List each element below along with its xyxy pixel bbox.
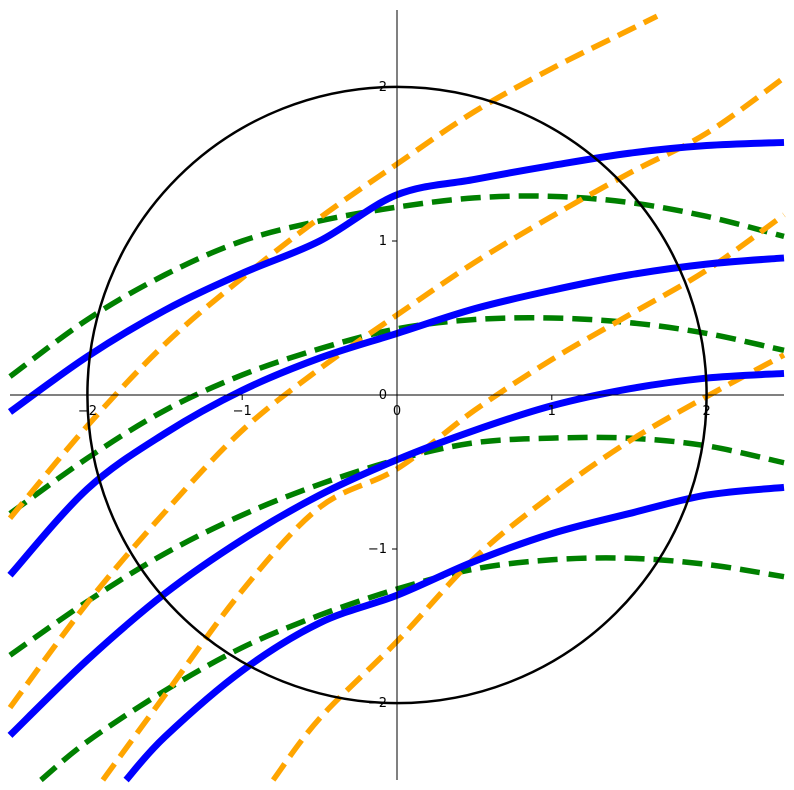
ticks-layer: −2 −1 0 1 2 −2 −1 0 1 2 — [78, 80, 711, 711]
orange-dashed-curve-9 — [7, 13, 659, 520]
x-tick-label: −1 — [233, 404, 252, 419]
x-tick-label: 2 — [702, 404, 710, 419]
orange-dashed-curve-10 — [7, 75, 786, 710]
green-dashed-curve-5 — [8, 193, 785, 379]
y-tick-label: −2 — [368, 696, 387, 711]
green-dashed-curve-8 — [39, 555, 785, 783]
y-tick-label: −1 — [368, 542, 387, 557]
blue-solid-curve-3 — [7, 369, 785, 738]
green-dashed-curve-6 — [8, 315, 785, 516]
orange-dashed-curve-12 — [270, 352, 786, 782]
blue-solid-curve-1 — [7, 138, 785, 415]
x-tick-label: 1 — [548, 404, 556, 419]
blue-solid-curve-4 — [123, 483, 785, 783]
y-tick-label: 2 — [379, 80, 387, 95]
y-tick-label: 0 — [379, 388, 387, 403]
curves-layer — [7, 13, 786, 783]
x-tick-label: −2 — [78, 404, 97, 419]
x-tick-label: 0 — [393, 404, 401, 419]
blue-solid-curve-2 — [7, 254, 785, 578]
y-tick-label: 1 — [379, 234, 387, 249]
